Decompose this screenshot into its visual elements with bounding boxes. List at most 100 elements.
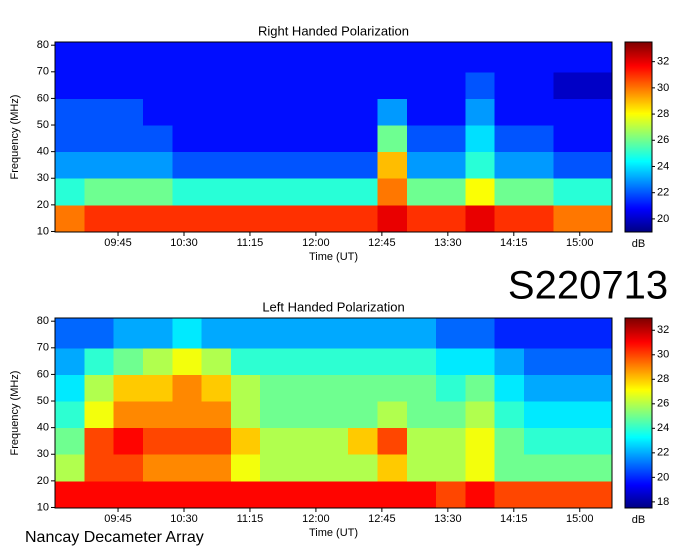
heatmap-cell — [172, 178, 203, 206]
colorbar-step — [625, 406, 652, 409]
heatmap-cell — [406, 151, 437, 179]
colorbar-step — [625, 90, 652, 93]
heatmap-cell — [582, 42, 613, 73]
colorbar-step — [625, 322, 652, 325]
heatmap-cell — [142, 427, 173, 455]
colorbar-tick-label: 28 — [657, 108, 669, 120]
colorbar-step — [625, 454, 652, 457]
heatmap-cell — [494, 401, 525, 429]
y-tick-label: 80 — [37, 315, 49, 327]
colorbar-step — [625, 348, 652, 351]
heatmap-cell — [55, 427, 85, 455]
colorbar-step — [625, 474, 652, 477]
heatmap-cell — [377, 151, 408, 179]
colorbar-step — [625, 420, 652, 423]
heatmap-cell — [318, 125, 349, 153]
heatmap-cell — [348, 401, 378, 429]
colorbar-step — [625, 432, 652, 435]
colorbar-step — [625, 96, 652, 99]
colorbar-step — [625, 92, 652, 95]
heatmap-cell — [553, 427, 584, 455]
colorbar-step — [625, 424, 652, 427]
heatmap-cell — [113, 42, 144, 73]
heatmap-cell — [318, 204, 349, 233]
heatmap-cell — [494, 98, 525, 126]
heatmap-cell — [406, 204, 437, 233]
colorbar-step — [625, 208, 652, 211]
heatmap-cell — [524, 480, 554, 509]
heatmap-cell — [582, 318, 613, 349]
heatmap-cell — [524, 71, 554, 99]
heatmap-cell — [55, 204, 85, 233]
heatmap-cell — [289, 125, 320, 153]
colorbar-step — [625, 172, 652, 175]
heatmap-cell — [260, 374, 291, 402]
heatmap-cell — [348, 151, 378, 179]
heatmap-cell — [582, 204, 613, 233]
heatmap-cell — [142, 374, 173, 402]
x-tick-label: 09:45 — [104, 513, 132, 525]
heatmap-cell — [494, 125, 525, 153]
x-tick-label: 15:00 — [566, 513, 594, 525]
heatmap-cell — [84, 98, 115, 126]
heatmap-cell — [84, 318, 115, 349]
colorbar-step — [625, 72, 652, 75]
colorbar-step — [625, 332, 652, 335]
heatmap-cell — [230, 454, 261, 482]
heatmap-cell — [230, 42, 261, 73]
colorbar-step — [625, 440, 652, 443]
colorbar-step — [625, 140, 652, 143]
colorbar-step — [625, 122, 652, 125]
heatmap-cell — [582, 401, 613, 429]
colorbar-step — [625, 58, 652, 61]
heatmap-cell — [436, 204, 466, 233]
colorbar-step — [625, 158, 652, 161]
heatmap-cell — [553, 151, 584, 179]
heatmap-cell — [318, 480, 349, 509]
heatmap-cell — [406, 42, 437, 73]
heatmap-cell — [377, 480, 408, 509]
colorbar-step — [625, 480, 652, 483]
chart-title: Right Handed Polarization — [258, 23, 409, 38]
heatmap-cell — [55, 480, 85, 509]
heatmap-cell — [436, 374, 466, 402]
x-tick-label: 15:00 — [566, 237, 594, 249]
heatmap-cell — [289, 151, 320, 179]
colorbar-step — [625, 194, 652, 197]
colorbar-step — [625, 142, 652, 145]
heatmap-cell — [55, 454, 85, 482]
colorbar-step — [625, 148, 652, 151]
colorbar-step — [625, 106, 652, 109]
colorbar-step — [625, 180, 652, 183]
heatmap-cell — [172, 401, 203, 429]
heatmap-cell — [260, 480, 291, 509]
colorbar-step — [625, 120, 652, 123]
colorbar-step — [625, 116, 652, 119]
heatmap-cell — [348, 318, 378, 349]
colorbar-tick-label: 18 — [657, 496, 669, 508]
colorbar-tick-label: 20 — [657, 471, 669, 483]
colorbar-step — [625, 458, 652, 461]
colorbar-step — [625, 84, 652, 87]
heatmap-cell — [201, 204, 232, 233]
heatmap-cell — [582, 151, 613, 179]
colorbar-step — [625, 100, 652, 103]
x-tick-label: 12:45 — [368, 513, 396, 525]
heatmap-cell — [230, 151, 261, 179]
colorbar-step — [625, 112, 652, 115]
heatmap-cell — [289, 374, 320, 402]
heatmap-cell — [55, 151, 85, 179]
heatmap-cell — [230, 71, 261, 99]
heatmap-cell — [113, 151, 144, 179]
heatmap-cell — [553, 125, 584, 153]
x-tick-label: 11:15 — [237, 513, 264, 525]
colorbar-step — [625, 484, 652, 487]
colorbar-step — [625, 364, 652, 367]
heatmap-cell — [465, 125, 496, 153]
colorbar-step — [625, 118, 652, 121]
colorbar-step — [625, 404, 652, 407]
heatmap-cell — [553, 98, 584, 126]
heatmap-cell — [289, 98, 320, 126]
heatmap-cell — [230, 347, 261, 375]
heatmap-cell — [377, 374, 408, 402]
